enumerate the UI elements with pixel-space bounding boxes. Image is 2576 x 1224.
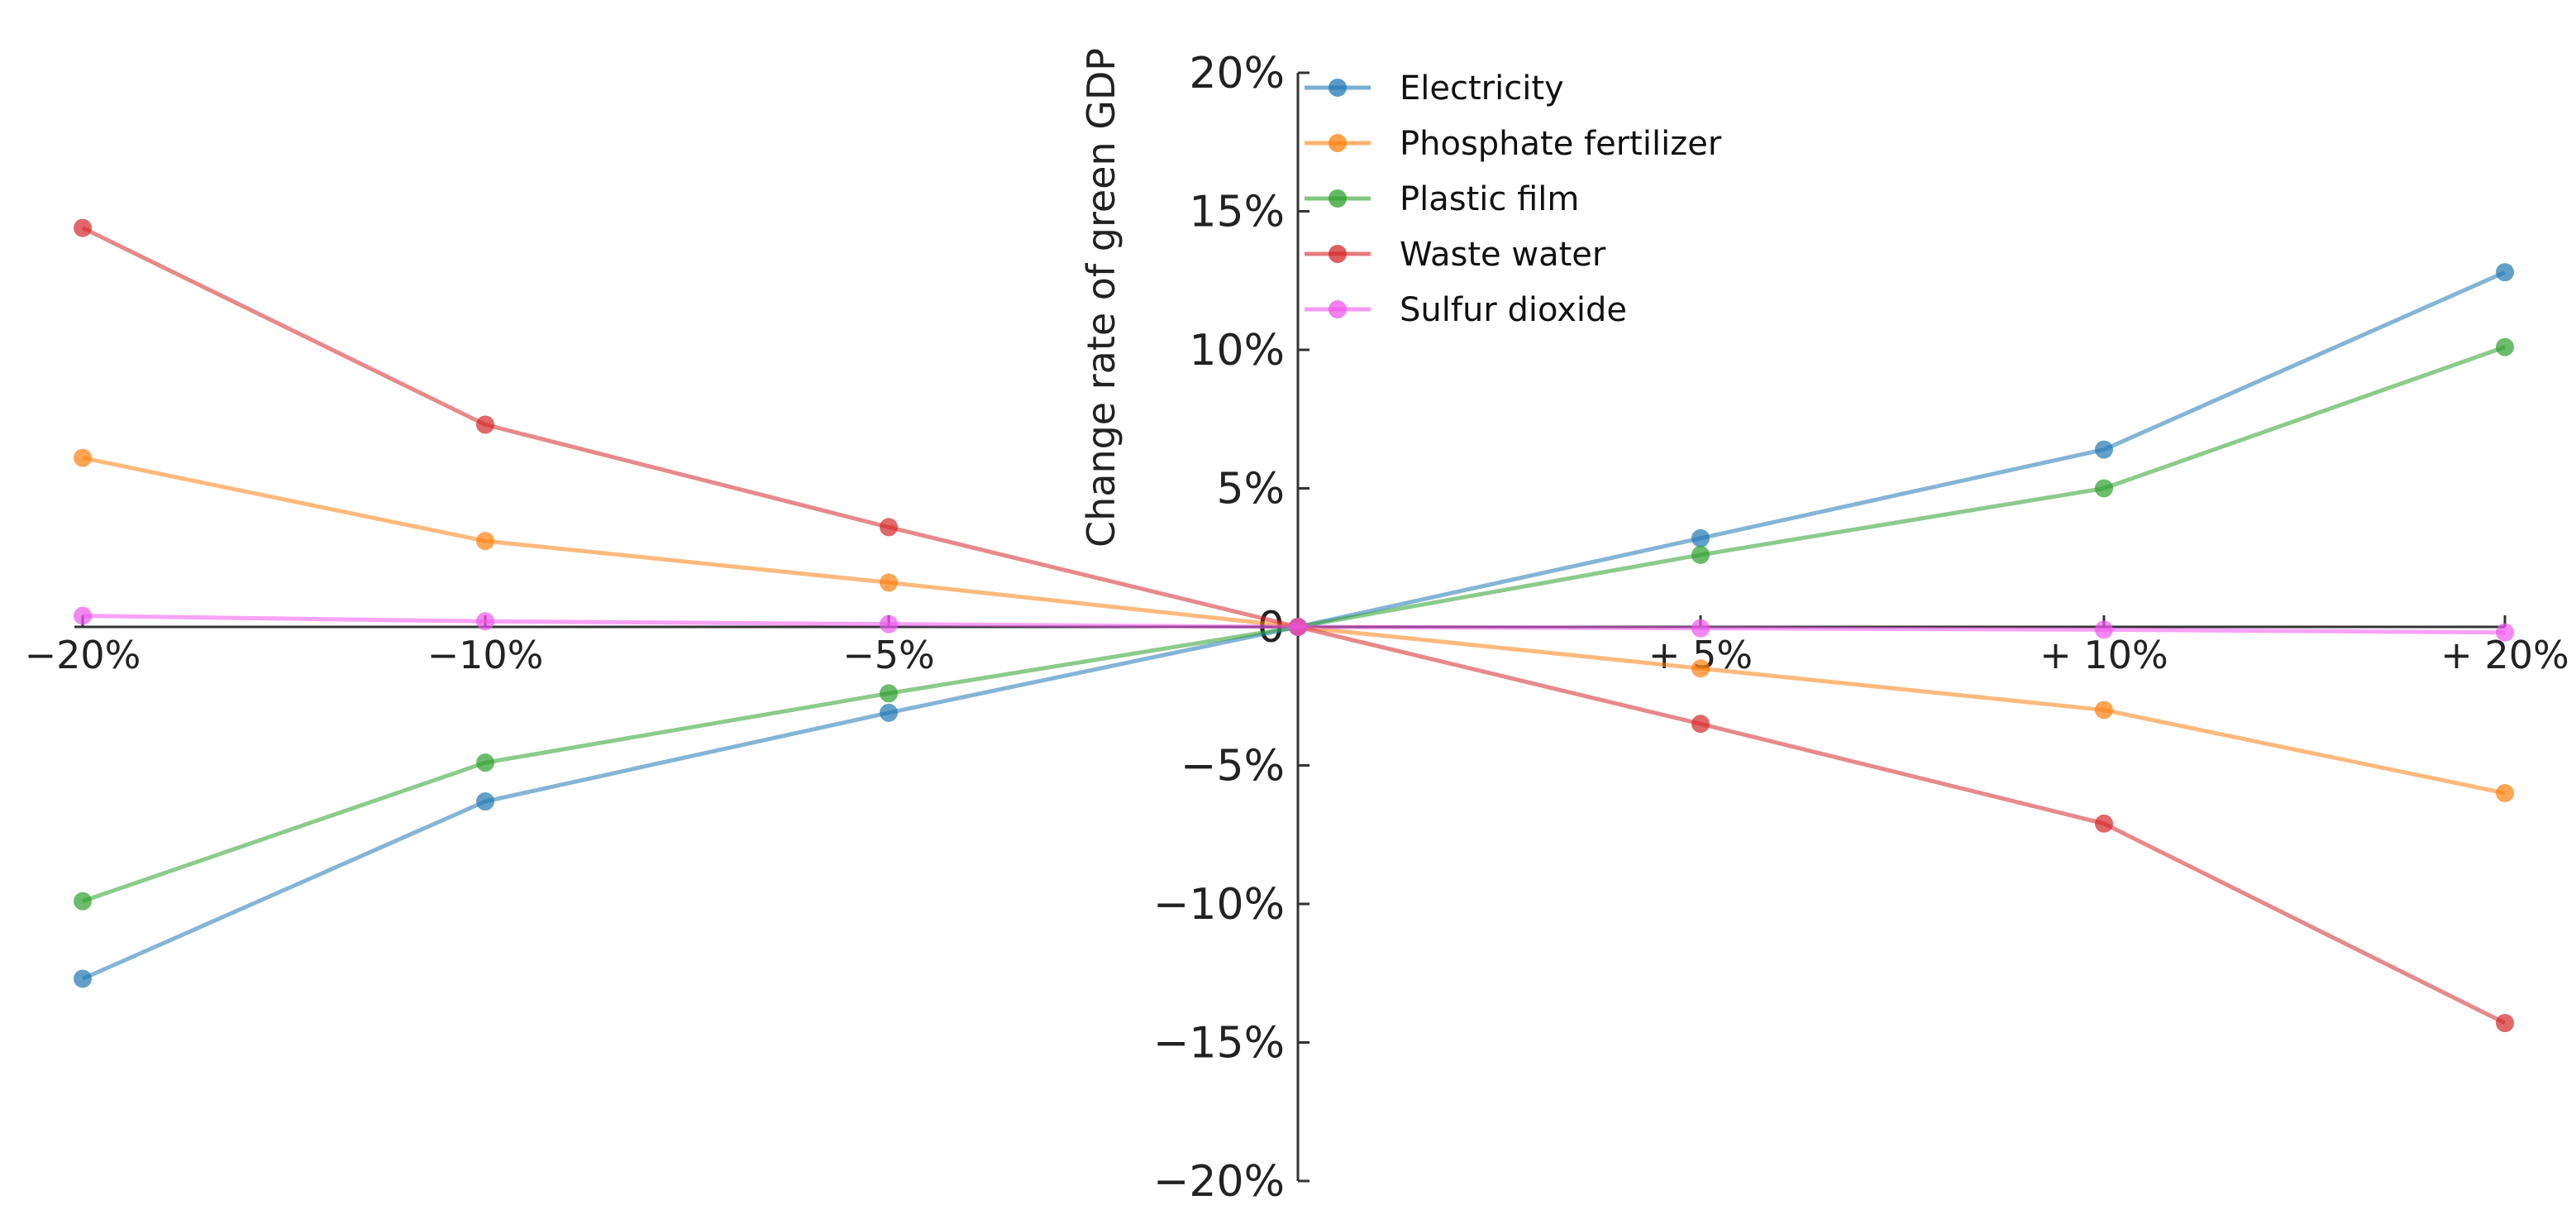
data-point bbox=[880, 518, 898, 537]
data-point bbox=[2095, 479, 2113, 498]
x-tick-label: −10% bbox=[427, 633, 544, 677]
data-point bbox=[2496, 1014, 2514, 1033]
data-point bbox=[880, 703, 898, 722]
data-point bbox=[74, 448, 92, 467]
data-point bbox=[2095, 700, 2113, 720]
y-tick-label: −15% bbox=[1153, 1019, 1285, 1069]
data-point bbox=[476, 753, 494, 772]
legend-label: Waste water bbox=[1400, 236, 1606, 274]
y-tick-label: 10% bbox=[1189, 326, 1285, 375]
legend-item: Waste water bbox=[1305, 236, 1606, 274]
legend-item: Phosphate fertilizer bbox=[1305, 125, 1722, 163]
data-point bbox=[2095, 620, 2113, 639]
data-point bbox=[1691, 528, 1710, 547]
data-point bbox=[1691, 545, 1710, 564]
legend-label: Electricity bbox=[1400, 69, 1564, 108]
data-point bbox=[1289, 618, 1307, 636]
series-sulfur-dioxide bbox=[74, 606, 2514, 642]
data-point bbox=[74, 218, 92, 237]
legend: Electricity Phosphate fertilizer Plastic f… bbox=[1305, 69, 1722, 329]
y-ticks: 20%15%10%5%0−5%−10%−15%−20% bbox=[1153, 49, 1309, 1207]
y-axis-label: Change rate of green GDP bbox=[1079, 48, 1123, 547]
y-tick-label: −5% bbox=[1181, 742, 1285, 791]
legend-label: Sulfur dioxide bbox=[1400, 291, 1627, 329]
data-point bbox=[74, 892, 92, 911]
data-point bbox=[476, 532, 494, 551]
legend-item: Electricity bbox=[1305, 69, 1564, 108]
data-point bbox=[476, 792, 494, 811]
data-point bbox=[2496, 263, 2514, 282]
x-tick-label: + 10% bbox=[2039, 633, 2168, 677]
y-tick-label: −10% bbox=[1153, 880, 1285, 930]
data-point bbox=[476, 415, 494, 434]
legend-marker bbox=[1329, 189, 1347, 208]
data-point bbox=[2095, 814, 2113, 833]
data-point bbox=[74, 606, 92, 625]
y-tick-label: 20% bbox=[1189, 49, 1285, 98]
y-tick-label: −20% bbox=[1153, 1157, 1285, 1207]
data-point bbox=[880, 573, 898, 592]
data-point bbox=[1691, 659, 1710, 678]
data-point bbox=[2496, 784, 2514, 802]
x-tick-label: −20% bbox=[25, 633, 141, 677]
data-point bbox=[2095, 440, 2113, 459]
legend-label: Plastic film bbox=[1400, 180, 1579, 218]
legend-item: Plastic film bbox=[1305, 180, 1579, 218]
series-layer bbox=[74, 218, 2514, 1033]
data-point bbox=[880, 684, 898, 703]
legend-item: Sulfur dioxide bbox=[1305, 291, 1627, 329]
data-point bbox=[2496, 337, 2514, 356]
data-point bbox=[1691, 619, 1710, 638]
data-point bbox=[880, 614, 898, 634]
legend-marker bbox=[1329, 134, 1347, 152]
y-tick-label: 15% bbox=[1189, 188, 1285, 237]
legend-label: Phosphate fertilizer bbox=[1400, 125, 1722, 163]
data-point bbox=[1691, 715, 1710, 734]
legend-marker bbox=[1329, 79, 1347, 97]
axes: 20%15%10%5%0−5%−10%−15%−20% −20% −10% −5% +… bbox=[25, 48, 2569, 1207]
x-tick-label: −5% bbox=[842, 633, 935, 677]
data-point bbox=[2496, 623, 2514, 642]
legend-marker bbox=[1329, 245, 1347, 263]
y-tick-label: 5% bbox=[1217, 465, 1286, 514]
legend-marker bbox=[1329, 300, 1347, 318]
data-point bbox=[74, 969, 92, 988]
data-point bbox=[476, 612, 494, 631]
